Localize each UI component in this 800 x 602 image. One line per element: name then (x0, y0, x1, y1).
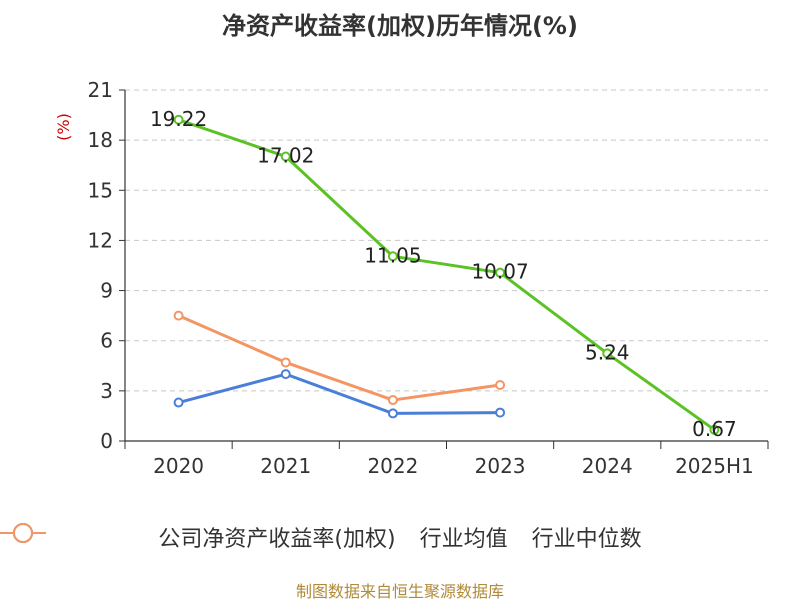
legend-label-company: 公司净资产收益率(加权) (158, 527, 396, 552)
data-point (602, 348, 613, 359)
x-tick-label: 2025H1 (675, 454, 754, 478)
data-point (173, 397, 184, 408)
y-tick-label: 18 (88, 128, 113, 152)
legend-item-industry-mean[interactable]: 行业均值 (0, 521, 508, 553)
x-tick-label: 2021 (260, 454, 311, 478)
data-point (280, 151, 291, 162)
data-point (387, 395, 398, 406)
data-point (280, 357, 291, 368)
series-line (177, 314, 501, 402)
data-point (173, 114, 184, 125)
data-label: 17.02 (257, 144, 314, 168)
y-tick-label: 15 (88, 178, 113, 202)
chart-title: 净资产收益率(加权)历年情况(%) (222, 12, 578, 40)
data-label: 10.07 (471, 260, 528, 284)
data-label: 0.67 (692, 417, 737, 441)
legend-label-industry-mean: 行业均值 (419, 527, 508, 552)
x-tick-label: 2020 (153, 454, 204, 478)
y-tick-label: 9 (100, 279, 113, 303)
y-tick-label: 6 (100, 329, 113, 353)
y-axis-label: (%) (54, 113, 73, 141)
data-label: 19.22 (150, 107, 207, 131)
source-note: 制图数据来自恒生聚源数据库 (295, 582, 504, 601)
x-tick-label: 2024 (582, 454, 633, 478)
data-point (495, 407, 506, 418)
x-tick-label: 2022 (367, 454, 418, 478)
data-label: 11.05 (364, 243, 421, 267)
y-tick-label: 21 (88, 78, 113, 102)
legend-item-industry-median[interactable]: 行业中位数 (0, 521, 642, 553)
data-point (495, 267, 506, 278)
data-point (387, 408, 398, 419)
legend-swatch-industry-median (0, 523, 46, 543)
y-tick-label: 0 (100, 429, 113, 453)
data-label: 5.24 (585, 340, 630, 364)
y-tick-label: 3 (100, 379, 113, 403)
data-point (387, 251, 398, 262)
x-tick-label: 2023 (475, 454, 526, 478)
y-tick-label: 12 (88, 228, 113, 252)
legend-label-industry-median: 行业中位数 (531, 527, 642, 552)
series-line (178, 118, 716, 432)
data-point (173, 310, 184, 321)
legend-item-company[interactable]: 公司净资产收益率(加权) (0, 521, 396, 553)
data-point (495, 380, 506, 391)
data-point (709, 424, 720, 435)
legend: 公司净资产收益率(加权) 行业均值 行业中位数 (0, 521, 800, 553)
data-point (280, 369, 291, 380)
series-line (178, 372, 501, 415)
